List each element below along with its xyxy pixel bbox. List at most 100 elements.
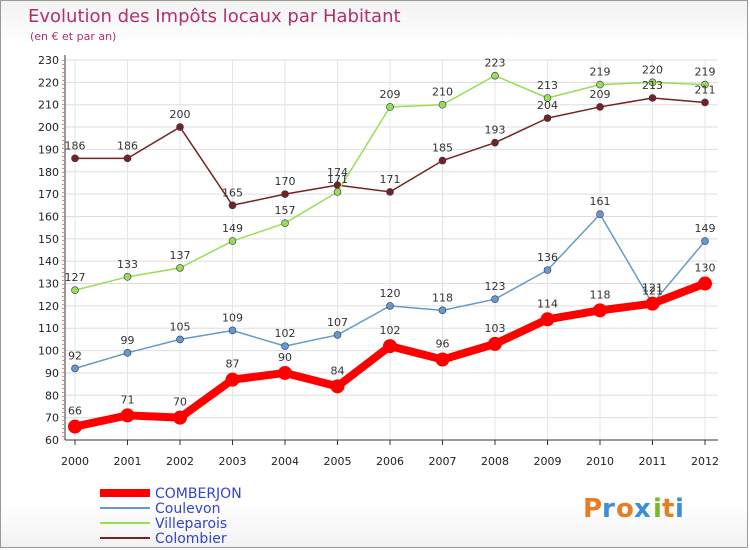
data-point-colombier (701, 98, 709, 107)
data-label-colombier: 193 (485, 124, 506, 137)
data-label-comberjon: 102 (380, 324, 401, 337)
data-point-villeparois (438, 100, 447, 109)
data-point-comberjon (645, 296, 660, 311)
data-point-comberjon (173, 410, 187, 425)
data-point-coulevon (123, 349, 132, 357)
data-label-coulevon: 161 (590, 195, 611, 208)
y-tick-label: 90 (45, 367, 59, 380)
data-label-villeparois: 219 (590, 66, 611, 79)
data-point-villeparois (71, 286, 79, 295)
x-tick-label: 2010 (586, 455, 614, 468)
data-point-villeparois (386, 103, 394, 111)
data-point-comberjon (435, 352, 450, 367)
legend-label: COMBERJON (155, 486, 242, 502)
data-label-villeparois: 209 (380, 88, 401, 101)
data-label-villeparois: 219 (695, 66, 716, 79)
data-label-comberjon: 96 (436, 338, 450, 351)
data-label-colombier: 186 (65, 139, 86, 152)
data-point-coulevon (228, 326, 237, 335)
data-point-villeparois (701, 80, 709, 89)
data-label-coulevon: 118 (432, 291, 453, 304)
data-point-colombier (438, 156, 447, 165)
data-point-villeparois (491, 71, 499, 80)
data-point-villeparois (596, 80, 604, 89)
data-label-coulevon: 149 (695, 222, 716, 235)
chart-subtitle: (en € et par an) (30, 30, 116, 43)
y-tick-label: 120 (38, 300, 59, 313)
data-label-coulevon: 99 (121, 334, 135, 347)
data-point-coulevon (491, 295, 499, 303)
data-label-villeparois: 133 (117, 258, 138, 271)
y-tick-label: 190 (38, 143, 59, 156)
legend-label: Villeparois (155, 516, 227, 532)
data-point-coulevon (386, 302, 394, 310)
y-tick-label: 210 (38, 99, 59, 112)
logo-letter: P (583, 494, 602, 524)
data-label-coulevon: 109 (222, 311, 243, 324)
data-point-comberjon (225, 372, 240, 387)
y-tick-label: 140 (38, 255, 59, 268)
y-tick-label: 70 (45, 412, 59, 425)
data-point-villeparois (281, 219, 289, 227)
logo-letter: r (602, 494, 615, 524)
data-point-colombier (596, 103, 604, 111)
x-tick-label: 2004 (271, 455, 299, 468)
data-label-villeparois: 220 (642, 63, 663, 76)
data-label-colombier: 186 (117, 139, 138, 152)
data-label-colombier: 213 (642, 79, 663, 92)
data-point-comberjon (278, 365, 292, 380)
data-point-coulevon (333, 331, 342, 339)
data-label-comberjon: 71 (121, 393, 135, 406)
data-label-comberjon: 87 (226, 358, 240, 371)
x-tick-label: 2009 (534, 455, 562, 468)
x-tick-label: 2005 (324, 455, 352, 468)
data-point-colombier (648, 94, 657, 102)
data-label-colombier: 204 (537, 99, 558, 112)
data-point-coulevon (281, 342, 289, 350)
data-point-colombier (176, 123, 184, 131)
x-tick-label: 2008 (481, 455, 509, 468)
data-label-comberjon: 118 (590, 288, 611, 301)
data-label-comberjon: 66 (68, 405, 82, 418)
x-tick-label: 2007 (429, 455, 457, 468)
data-label-comberjon: 103 (485, 322, 506, 335)
x-tick-label: 2012 (691, 455, 719, 468)
y-tick-label: 180 (38, 166, 59, 179)
logo-letter: t (662, 494, 674, 524)
y-tick-label: 110 (38, 322, 59, 335)
logo-letter: o (616, 494, 634, 524)
data-label-coulevon: 120 (380, 287, 401, 300)
x-tick-label: 2002 (166, 455, 194, 468)
data-label-colombier: 211 (695, 83, 716, 96)
data-point-comberjon (383, 339, 397, 354)
data-point-comberjon (330, 379, 345, 394)
data-label-villeparois: 149 (222, 222, 243, 235)
y-tick-label: 60 (45, 434, 59, 447)
data-label-colombier: 185 (432, 142, 453, 155)
data-label-colombier: 209 (590, 88, 611, 101)
data-label-villeparois: 223 (485, 57, 506, 70)
data-label-comberjon: 130 (695, 262, 716, 275)
data-label-coulevon: 105 (170, 320, 191, 333)
data-label-villeparois: 171 (327, 173, 348, 186)
data-point-villeparois (648, 78, 657, 87)
data-label-villeparois: 213 (537, 79, 558, 92)
data-label-colombier: 200 (170, 108, 191, 121)
data-label-colombier: 170 (275, 175, 296, 188)
data-label-villeparois: 127 (65, 271, 86, 284)
data-label-colombier: 174 (327, 166, 348, 179)
data-point-villeparois (176, 264, 184, 272)
data-label-comberjon: 84 (331, 364, 345, 377)
x-tick-label: 2001 (114, 455, 142, 468)
data-point-coulevon (438, 306, 447, 315)
data-label-coulevon: 136 (537, 251, 558, 264)
data-label-villeparois: 157 (275, 204, 296, 217)
data-point-comberjon (698, 276, 712, 291)
data-point-colombier (281, 190, 289, 198)
data-label-comberjon: 114 (537, 297, 558, 310)
data-label-villeparois: 137 (170, 249, 191, 262)
